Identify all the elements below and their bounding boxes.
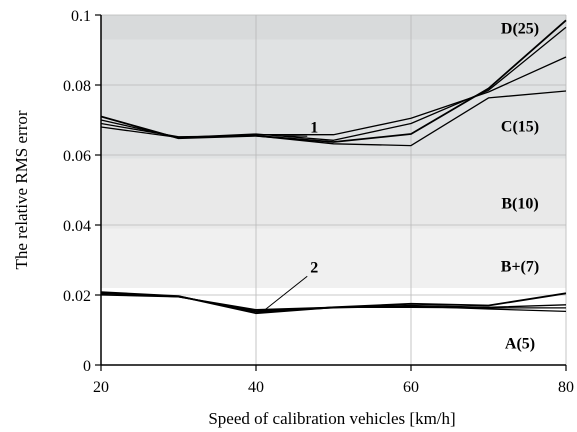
series-lines — [100, 19, 567, 315]
tick-labels: 0 0.02 0.04 0.06 0.08 0.1 20 40 60 80 — [63, 8, 574, 396]
series-line-7 — [100, 293, 567, 313]
series-line-3 — [100, 26, 567, 141]
x-tick-label-2: 60 — [403, 379, 419, 396]
annotation-leader-0 — [279, 135, 308, 137]
band-0 — [101, 15, 566, 40]
series-line-2 — [100, 90, 567, 147]
y-tick-label-0: 0 — [83, 358, 91, 375]
band-labels: D(25) C(15) B(10) B+(7) A(5) — [501, 20, 539, 352]
series-line-0 — [100, 19, 567, 143]
annotation-label-0: 1 — [310, 119, 318, 136]
y-tick-label-5: 0.1 — [71, 8, 91, 25]
band-label-0: D(25) — [501, 20, 539, 37]
band-4 — [101, 288, 566, 365]
accuracy-class-bands — [101, 15, 566, 365]
y-tick-label-2: 0.04 — [63, 218, 91, 235]
y-tick-label-1: 0.02 — [63, 288, 91, 305]
x-tick-label-1: 40 — [248, 379, 264, 396]
annotations: 12 — [263, 119, 318, 312]
y-axis-label: The relative RMS error — [12, 110, 31, 269]
band-label-1: C(15) — [501, 118, 539, 135]
grid-lines — [100, 14, 567, 366]
band-3 — [101, 228, 566, 288]
y-tick-label-3: 0.06 — [63, 148, 91, 165]
annotation-label-1: 2 — [310, 259, 318, 276]
x-axis-label: Speed of calibration vehicles [km/h] — [208, 409, 455, 428]
band-label-4: A(5) — [505, 335, 535, 352]
band-2 — [101, 158, 566, 229]
axes — [100, 15, 566, 366]
annotation-leader-1 — [263, 275, 308, 312]
x-tick-label-0: 20 — [93, 379, 109, 396]
y-tick-label-4: 0.08 — [63, 78, 91, 95]
band-label-3: B+(7) — [501, 258, 539, 275]
band-label-2: B(10) — [501, 195, 538, 212]
x-tick-label-3: 80 — [558, 379, 574, 396]
